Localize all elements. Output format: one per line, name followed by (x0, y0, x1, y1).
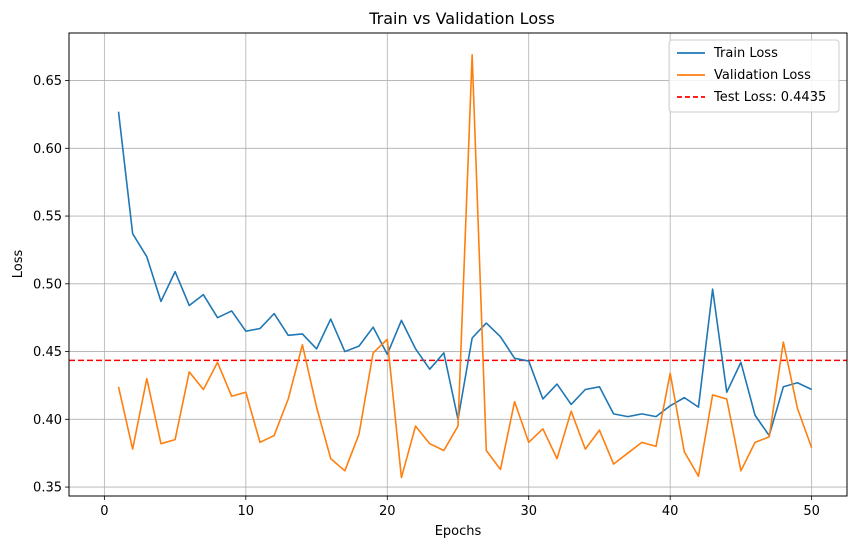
legend-label: Validation Loss (714, 68, 811, 83)
y-axis-title: Loss (11, 250, 26, 279)
x-tick-label: 10 (238, 504, 255, 519)
plot-frame (68, 32, 848, 497)
series-lines (117, 54, 813, 479)
x-tick-label: 40 (662, 504, 679, 519)
y-tick-label: 0.35 (33, 481, 62, 496)
legend-label: Train Loss (713, 46, 778, 61)
chart-title: Train vs Validation Loss (368, 9, 555, 28)
x-axis-title: Epochs (435, 524, 482, 539)
x-tick-label: 50 (803, 504, 820, 519)
ticks: 0 10 20 30 40 50 0.35 0.40 0.45 0.50 0.55 0.60 0.65 (33, 74, 820, 519)
legend-label: Test Loss: 0.4435 (713, 90, 826, 105)
grid (69, 33, 847, 496)
y-tick-label: 0.40 (33, 413, 62, 428)
x-tick-label: 30 (520, 504, 537, 519)
validation-loss-line (117, 54, 813, 479)
legend: Train Loss Validation Loss Test Loss: 0.44… (668, 39, 840, 113)
y-tick-label: 0.65 (33, 74, 62, 89)
x-tick-label: 0 (100, 504, 108, 519)
y-tick-label: 0.50 (33, 277, 62, 292)
y-tick-label: 0.45 (33, 345, 62, 360)
train-loss-line (117, 111, 812, 437)
y-tick-label: 0.55 (33, 210, 62, 225)
y-tick-label: 0.60 (33, 142, 62, 157)
x-tick-label: 20 (379, 504, 396, 519)
legend-box (668, 39, 840, 113)
